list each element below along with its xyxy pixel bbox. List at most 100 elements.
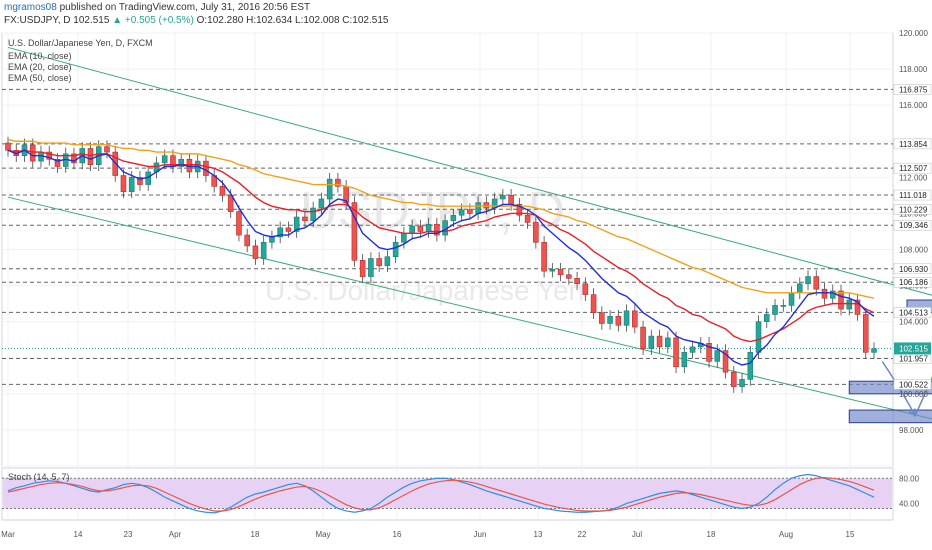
level-label: 109.346 bbox=[899, 221, 928, 230]
candle-body bbox=[5, 142, 11, 151]
candle-body bbox=[665, 337, 671, 348]
candle-body bbox=[104, 146, 110, 153]
candle-body bbox=[648, 335, 655, 350]
candle-body bbox=[549, 269, 556, 272]
candle-body bbox=[285, 227, 292, 232]
candle-body bbox=[277, 227, 283, 238]
candle-body bbox=[434, 223, 440, 236]
candle-body bbox=[137, 177, 143, 185]
level-label: 106.930 bbox=[899, 265, 928, 274]
level-label: 100.522 bbox=[899, 380, 928, 389]
candle-body bbox=[29, 144, 36, 162]
candle-body bbox=[467, 209, 473, 214]
osc-tick-label: 40.00 bbox=[899, 499, 920, 508]
candle-body bbox=[813, 276, 820, 290]
x-tick-label: 15 bbox=[846, 530, 855, 539]
candle-body bbox=[673, 337, 679, 368]
candle-body bbox=[640, 326, 646, 350]
candle-body bbox=[203, 160, 209, 176]
candle-body bbox=[359, 260, 366, 277]
candle-body bbox=[574, 278, 580, 285]
x-tick-label: 22 bbox=[578, 530, 587, 539]
candle-body bbox=[722, 350, 729, 373]
level-label: 112.507 bbox=[899, 164, 928, 173]
indicator-label: EMA (10, close) bbox=[8, 51, 72, 61]
x-tick-label: 13 bbox=[534, 530, 543, 539]
level-label: 113.854 bbox=[899, 140, 928, 149]
candle-body bbox=[293, 216, 300, 232]
candle-body bbox=[656, 335, 663, 348]
author-link[interactable]: mgramos08 bbox=[4, 2, 57, 13]
publish-info: mgramos08 published on TradingView.com, … bbox=[4, 2, 310, 13]
candle-body bbox=[71, 153, 77, 164]
candle-body bbox=[607, 315, 613, 324]
published-text: published on TradingView.com, July 31, 2… bbox=[59, 2, 311, 13]
candle-body bbox=[862, 314, 869, 353]
candle-body bbox=[632, 310, 638, 328]
level-label-box bbox=[893, 162, 932, 174]
candle-body bbox=[780, 305, 787, 307]
level-label-box bbox=[893, 204, 932, 215]
target-zone bbox=[848, 409, 932, 424]
level-label-box bbox=[893, 84, 932, 95]
candle-body bbox=[714, 350, 721, 362]
level-label: 101.957 bbox=[899, 355, 928, 364]
candle-body bbox=[161, 155, 168, 164]
candle-body bbox=[566, 274, 572, 279]
candle-body bbox=[236, 211, 242, 236]
candle-body bbox=[615, 315, 622, 326]
candle-body bbox=[302, 216, 308, 221]
ema50-line bbox=[7, 138, 875, 299]
osc-tick-label: 80.00 bbox=[899, 474, 920, 483]
oscillator-label: Stoch (14, 5, 7) bbox=[8, 472, 70, 482]
chart-title: U.S. Dollar/Japanese Yen, D, FXCM bbox=[8, 38, 153, 48]
x-tick-label: May bbox=[315, 530, 330, 539]
projection-path bbox=[881, 360, 932, 418]
x-tick-label: 23 bbox=[124, 530, 133, 539]
y-tick-label: 116.000 bbox=[899, 101, 928, 110]
arrow-head bbox=[909, 408, 917, 417]
candle-body bbox=[335, 178, 341, 187]
candle-body bbox=[796, 283, 803, 294]
y-tick-label: 100.000 bbox=[899, 390, 928, 399]
candle-body bbox=[557, 269, 564, 276]
candle-body bbox=[269, 236, 275, 243]
x-tick-label: 14 bbox=[74, 530, 83, 539]
candle-body bbox=[706, 343, 712, 362]
level-label-box bbox=[893, 263, 932, 275]
candle-body bbox=[326, 178, 333, 200]
indicator-label: EMA (50, close) bbox=[8, 73, 72, 83]
candle-body bbox=[310, 207, 316, 221]
ohlc-values: O:102.280 H:102.634 L:102.008 C:102.515 bbox=[196, 15, 389, 26]
channel-upper-line bbox=[7, 46, 932, 296]
candle-body bbox=[120, 175, 127, 193]
candle-body bbox=[417, 225, 424, 232]
candle-body bbox=[681, 352, 688, 368]
candle-body bbox=[392, 241, 399, 258]
candle-body bbox=[351, 202, 358, 261]
candle-body bbox=[731, 371, 737, 387]
candle-body bbox=[128, 177, 135, 193]
candle-body bbox=[871, 348, 877, 353]
y-tick-label: 112.000 bbox=[899, 173, 928, 182]
y-tick-label: 98.000 bbox=[899, 426, 924, 435]
candle-body bbox=[46, 151, 53, 160]
x-tick-label: Aug bbox=[779, 530, 793, 539]
candle-body bbox=[805, 276, 811, 285]
candle-body bbox=[376, 258, 382, 267]
y-tick-label: 120.000 bbox=[899, 29, 928, 38]
x-tick-label: Apr bbox=[169, 530, 182, 539]
candle-body bbox=[541, 241, 547, 272]
candle-body bbox=[533, 222, 539, 243]
symbol-quote: FX:USDJPY, D 102.515 ▲ +0.505 (+0.5%) O:… bbox=[4, 15, 388, 26]
candle-body bbox=[772, 305, 778, 315]
y-tick-label: 104.000 bbox=[899, 318, 928, 327]
y-tick-label: 108.000 bbox=[899, 246, 928, 255]
candle-body bbox=[260, 241, 267, 259]
symbol-line: FX:USDJPY, D 102.515 bbox=[4, 15, 110, 26]
level-label-box bbox=[893, 379, 932, 390]
level-label-box bbox=[893, 307, 932, 318]
stoch-k-line bbox=[7, 473, 875, 514]
candle-body bbox=[838, 290, 844, 310]
